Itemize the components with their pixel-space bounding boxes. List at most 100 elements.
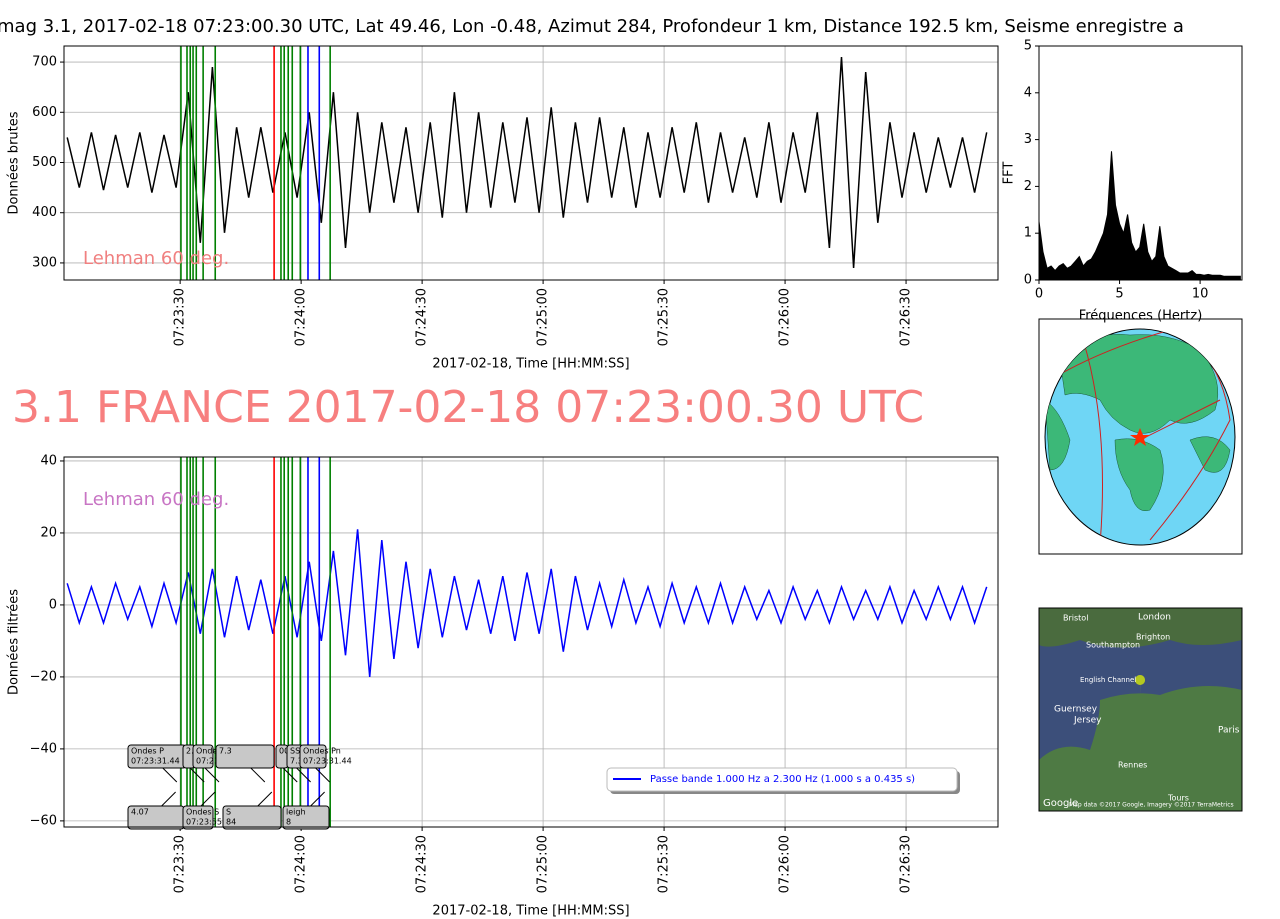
annotation-text: 07:23:31.44 xyxy=(131,757,180,766)
annotation-text: 7.3 xyxy=(219,747,232,756)
y-tick-label: 700 xyxy=(32,55,57,70)
x-axis-label: Fréquences (Hertz) xyxy=(1079,309,1203,324)
x-tick-label: 07:26:30 xyxy=(899,288,914,346)
axes-frame xyxy=(1038,45,1243,281)
map-label: Google xyxy=(1043,798,1078,809)
annotation-arrow xyxy=(257,791,273,807)
y-tick-label: 500 xyxy=(32,155,57,170)
y-tick-label: 1 xyxy=(1024,226,1032,241)
map-label: Tours xyxy=(1167,794,1189,803)
x-tick-label: 07:26:30 xyxy=(899,835,914,893)
x-tick-label: 10 xyxy=(1192,287,1209,302)
annotation-frame xyxy=(299,744,327,769)
y-tick-label: −40 xyxy=(30,741,57,756)
plot-area xyxy=(66,46,988,280)
y-axis-label: Données filtrées xyxy=(7,589,22,695)
map-label: Brighton xyxy=(1136,633,1170,642)
annotation-arrow xyxy=(315,767,330,783)
x-tick-label: 07:24:30 xyxy=(415,288,430,346)
annotation-text: S xyxy=(226,808,231,817)
legend-label: Passe bande 1.000 Hz a 2.300 Hz (1.000 s… xyxy=(650,774,915,785)
annotation-arrow xyxy=(310,791,325,807)
x-tick-label: 07:25:30 xyxy=(657,288,672,346)
annotation-box: 4.07 xyxy=(127,805,185,830)
annotation-box: Ondes P07:23:31.44 xyxy=(127,744,187,769)
annotation-box: 00 xyxy=(275,744,289,769)
annotation-box: Ondes S07:23:55.07 xyxy=(182,805,235,830)
annotation-arrow xyxy=(204,767,220,783)
annotation: Lehman 60 deg. xyxy=(83,248,229,269)
map-label: Paris xyxy=(1218,726,1240,736)
globe xyxy=(1038,318,1243,555)
map-label: Rennes xyxy=(1118,761,1147,770)
y-tick-label: 2 xyxy=(1024,179,1032,194)
map-label: Southampton xyxy=(1086,641,1140,650)
page-title: 3.1 FRANCE 2017-02-18 07:23:00.30 UTC xyxy=(12,382,924,433)
map-label: English Channel xyxy=(1080,676,1136,684)
annotation-text: 8 xyxy=(286,818,291,827)
chart: mag 3.1, 2017-02-18 07:23:00.30 UTC, Lat… xyxy=(0,16,1184,372)
annotation-frame xyxy=(222,805,282,830)
y-tick-label: 4 xyxy=(1024,85,1032,100)
x-tick-label: 07:25:00 xyxy=(536,288,551,346)
annotation-box: 7.3 xyxy=(215,744,275,769)
annotation-arrow xyxy=(200,791,216,807)
annotation-text: SS xyxy=(290,747,300,756)
waveform xyxy=(66,56,988,268)
y-tick-label: 400 xyxy=(32,205,57,220)
annotation-text: Ondes S xyxy=(186,808,219,817)
x-tick-label: 07:23:30 xyxy=(173,835,188,893)
x-tick-label: 07:24:30 xyxy=(415,835,430,893)
annotation-text: Ondes P xyxy=(131,747,164,756)
y-tick-label: 20 xyxy=(40,525,57,540)
x-tick-label: 5 xyxy=(1115,287,1123,302)
y-tick-label: 40 xyxy=(40,453,57,468)
chart-title: mag 3.1, 2017-02-18 07:23:00.30 UTC, Lat… xyxy=(0,16,1184,37)
annotation-frame xyxy=(182,805,214,830)
x-axis-label: 2017-02-18, Time [HH:MM:SS] xyxy=(432,357,629,372)
x-tick-label: 07:24:00 xyxy=(294,288,309,346)
legend-frame xyxy=(606,767,958,792)
map-label: Jersey xyxy=(1073,716,1102,726)
annotation-arrow xyxy=(161,791,176,807)
annotation-text: Ondes Pn xyxy=(303,747,341,756)
x-tick-label: 07:24:00 xyxy=(294,835,309,893)
y-axis-label: FFT xyxy=(1002,162,1017,185)
axes-frame xyxy=(63,45,999,281)
plot-area xyxy=(1039,151,1241,280)
annotation-frame xyxy=(282,805,330,830)
chart: −60 −40 −20 0 20 40 07:23:30 07:24:00 07:24:30 07… xyxy=(7,453,999,919)
annotation-text: 07:23:55.07 xyxy=(186,818,235,827)
fft-area xyxy=(1039,151,1241,280)
annotation-text: 7.33 xyxy=(290,757,308,766)
annotation: Lehman 60 deg. xyxy=(83,489,229,510)
annotation-arrow xyxy=(250,767,266,783)
annotation-box: S84 xyxy=(222,805,282,830)
x-tick-label: 07:25:30 xyxy=(657,835,672,893)
annotation-text: leigh xyxy=(286,808,306,817)
annotation-text: 07:23:31.44 xyxy=(303,757,352,766)
annotation-text: 4.07 xyxy=(131,808,149,817)
annotation-text: 84 xyxy=(226,818,236,827)
annotation-arrow xyxy=(162,767,178,783)
map-label: Guernsey xyxy=(1054,705,1098,715)
y-tick-label: 600 xyxy=(32,105,57,120)
chart: 0 1 2 3 4 5 0 5 10 Fréquences (Hertz) FFT xyxy=(1002,39,1243,324)
x-axis-label: 2017-02-18, Time [HH:MM:SS] xyxy=(432,904,629,919)
annotation-arrow xyxy=(296,767,311,783)
y-tick-label: 3 xyxy=(1024,132,1032,147)
annotation-arrow xyxy=(189,767,205,783)
y-tick-label: 5 xyxy=(1024,39,1032,54)
waveform xyxy=(66,529,988,677)
map-label: Map data ©2017 Google, Imagery ©2017 Ter… xyxy=(1069,802,1234,809)
local-map xyxy=(1038,607,1243,812)
x-tick-label: 07:26:00 xyxy=(778,288,793,346)
y-tick-label: −60 xyxy=(30,813,57,828)
x-tick-label: 07:23:30 xyxy=(173,288,188,346)
y-axis-label: Données brutes xyxy=(7,111,22,214)
x-tick-label: 07:26:00 xyxy=(778,835,793,893)
axes-frame xyxy=(63,456,999,828)
y-tick-label: 0 xyxy=(49,597,57,612)
